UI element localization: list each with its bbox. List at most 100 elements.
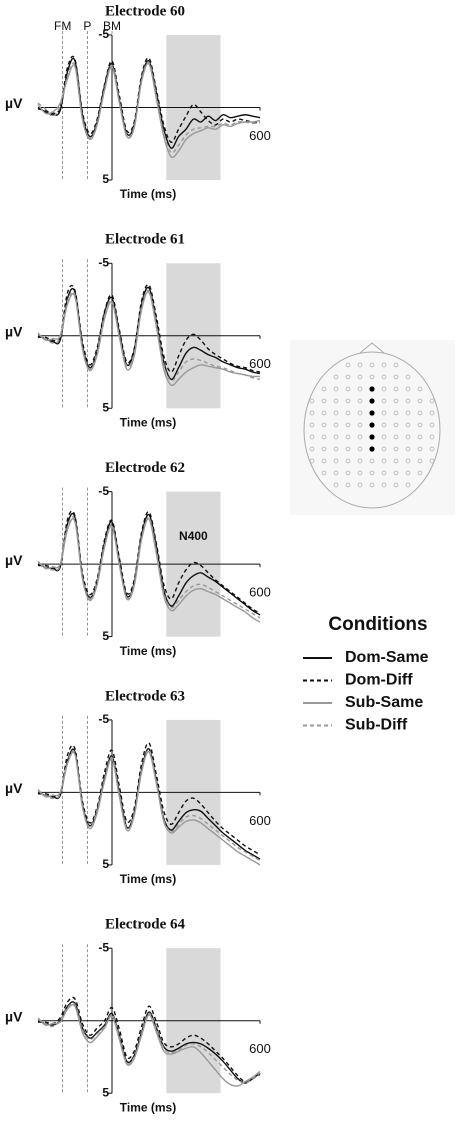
electrode [381,422,387,428]
electrode [345,422,351,428]
electrode [429,398,435,404]
electrode [369,482,375,488]
electrode [381,434,387,440]
electrode [417,458,423,464]
electrode [345,410,351,416]
highlight-electrode [369,386,375,392]
highlight-electrode [369,410,375,416]
electrode [381,398,387,404]
electrode [357,482,363,488]
erp-line [37,742,261,856]
electrode [309,434,315,440]
legend-title: Conditions [328,614,427,635]
electrode [321,446,327,452]
electrode [321,458,327,464]
electrode [417,386,423,392]
y-label: µV [5,552,23,568]
electrode [309,422,315,428]
electrode [357,386,363,392]
electrode [381,374,387,380]
electrode [321,422,327,428]
electrode [393,446,399,452]
electrode [393,458,399,464]
y-tick-label: -5 [98,940,109,954]
electrode [369,470,375,476]
electrode [321,470,327,476]
electrode [333,446,339,452]
electrode [333,374,339,380]
electrode [381,362,387,368]
electrode [345,470,351,476]
electrode [357,470,363,476]
electrode [417,446,423,452]
electrode [333,482,339,488]
erp-line [37,512,261,616]
erp-line [37,283,261,373]
x-label: Time (ms) [120,872,176,886]
electrode [345,362,351,368]
nose [359,342,385,354]
electrode [333,386,339,392]
x-tick-label: 600 [249,585,271,600]
electrode [357,422,363,428]
electrode [333,398,339,404]
y-tick-label: 5 [102,400,109,414]
electrode [345,386,351,392]
electrode [417,470,423,476]
electrode [393,398,399,404]
electrode [393,374,399,380]
electrode [345,374,351,380]
erp-line [37,518,261,623]
x-tick-label: 600 [249,128,271,143]
electrode [381,482,387,488]
electrode [357,374,363,380]
electrode [417,422,423,428]
erp-line [37,996,261,1083]
x-label: Time (ms) [120,644,176,658]
erp-line [37,62,261,159]
electrode [393,470,399,476]
erp-line [37,286,261,381]
electrode [357,398,363,404]
erp-line [37,750,261,866]
y-label: µV [5,780,23,796]
head [303,351,441,509]
electrode [417,434,423,440]
electrode [321,398,327,404]
electrode [357,362,363,368]
electrode [417,410,423,416]
electrode [369,362,375,368]
electrode [405,434,411,440]
highlight-electrode [369,434,375,440]
y-tick-label: -5 [98,484,109,498]
electrode [357,410,363,416]
erp-line [37,55,261,143]
erp-line [37,510,261,615]
electrode [309,458,315,464]
electrode [429,446,435,452]
electrode [429,434,435,440]
electrode [417,398,423,404]
y-tick-label: -5 [98,712,109,726]
electrode [393,434,399,440]
erp-line [37,516,261,619]
chart-title: Electrode 60 [105,3,185,19]
erp-line [37,749,261,862]
event-label: BM [103,19,121,33]
electrode [393,482,399,488]
electrode [405,398,411,404]
electrode [369,374,375,380]
electrode [357,446,363,452]
electrode [321,434,327,440]
x-label: Time (ms) [120,187,176,201]
electrode [333,458,339,464]
electrode [381,386,387,392]
electrode [381,410,387,416]
electrode [345,398,351,404]
electrode [393,410,399,416]
electrode [357,434,363,440]
erp-line [37,1003,261,1087]
electrode [333,422,339,428]
highlight-electrode [369,422,375,428]
